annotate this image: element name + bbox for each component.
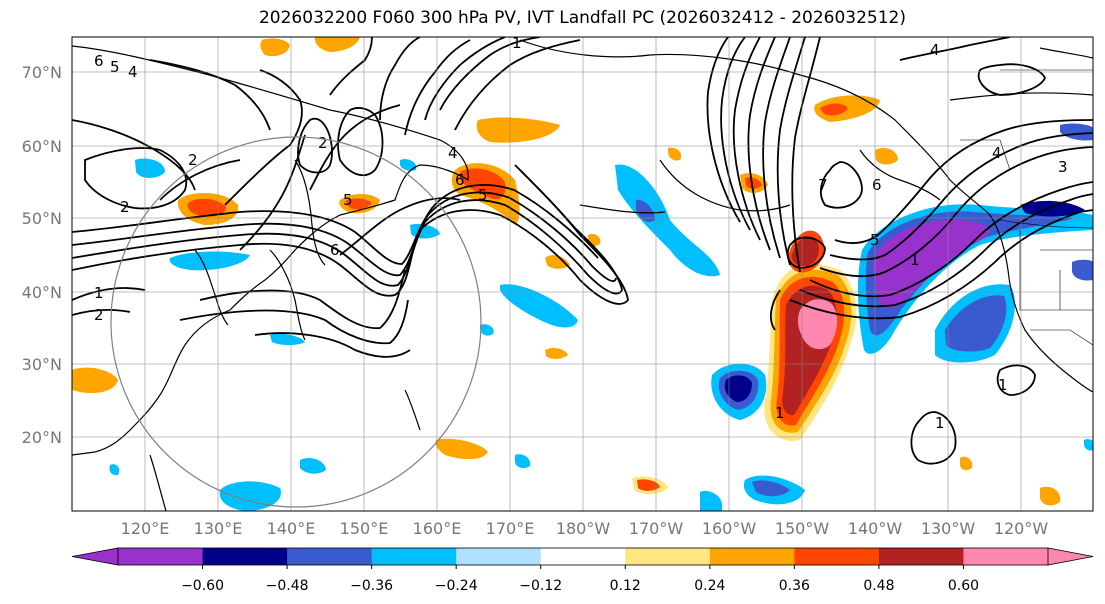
colorbar-tick-label: 0.48 (863, 578, 894, 594)
plot-frame (71, 36, 1094, 512)
contour-label-5-japan: 5 (343, 191, 353, 209)
colorbar-tick-label: −0.48 (266, 578, 309, 594)
lat-label-40n: 40°N (22, 283, 62, 302)
contour-label-6-west: 6 (94, 52, 104, 70)
contour-label-2-sw: 2 (120, 198, 130, 216)
colorbar-swatch (371, 548, 457, 565)
lon-label-170w: 170°W (629, 519, 684, 538)
positive-shading (72, 37, 1061, 506)
colorbar-tick-label: 0.24 (694, 578, 725, 594)
colorbar-tick-label: 0.60 (948, 578, 979, 594)
lon-label-140e: 140°E (267, 519, 316, 538)
lon-label-120e: 120°E (121, 519, 170, 538)
colorbar-tick-label: 0.36 (779, 578, 810, 594)
colorbar-frame (117, 547, 1049, 566)
colorbar-swatch (118, 548, 204, 565)
colorbar-swatch (625, 548, 711, 565)
contour-label-5-west: 5 (110, 58, 120, 76)
colorbar-swatch (287, 548, 373, 565)
contour-label-1-baja: 1 (998, 376, 1008, 394)
colorbar-swatch (878, 548, 964, 565)
contour-label-2-north: 2 (318, 134, 328, 152)
lon-label-130w: 130°W (921, 519, 976, 538)
colorbar-extend-low (71, 547, 119, 566)
colorbar-ticks: −0.60 −0.48 −0.36 −0.24 −0.12 0.12 0.24 0.36 0.4… (181, 565, 979, 594)
lon-label-160e: 160°E (413, 519, 462, 538)
colorbar (71, 547, 1094, 566)
coastlines (72, 39, 1093, 511)
contour-label-3-canada: 3 (1058, 158, 1068, 176)
range-circle (110, 136, 482, 508)
colorbar-tick-label: −0.36 (350, 578, 393, 594)
colorbar-swatch (540, 548, 626, 565)
colorbar-swatch (202, 548, 288, 565)
contour-label-7-east: 7 (818, 176, 828, 194)
lon-label-120w: 120°W (994, 519, 1049, 538)
colorbar-swatch (709, 548, 795, 565)
latitude-labels: 70°N 60°N 50°N 40°N 30°N 20°N (22, 63, 62, 447)
lat-label-70n: 70°N (22, 63, 62, 82)
lon-label-160w: 160°W (702, 519, 757, 538)
lon-label-150e: 150°E (340, 519, 389, 538)
colorbar-extend-high (1047, 547, 1094, 566)
lon-label-130e: 130°E (194, 519, 243, 538)
lon-label-150w: 150°W (775, 519, 830, 538)
contour-label-1-south: 1 (775, 404, 785, 422)
contour-label-4-arctic: 4 (930, 41, 940, 59)
lon-label-140w: 140°W (848, 519, 903, 538)
lat-label-30n: 30°N (22, 355, 62, 374)
colorbar-swatch (963, 548, 1049, 565)
longitude-labels: 120°E 130°E 140°E 150°E 160°E 170°E 180°… (121, 519, 1049, 538)
contour-label-4-canada: 4 (992, 144, 1002, 162)
map-title: 2026032200 F060 300 hPa PV, IVT Landfall… (258, 8, 906, 28)
negative-shading (109, 123, 1093, 511)
colorbar-swatch (456, 548, 542, 565)
contour-label-1-korea: 1 (94, 284, 104, 302)
contour-label-1-north: 1 (512, 34, 522, 52)
lat-label-50n: 50°N (22, 209, 62, 228)
colorbar-tick-label: 0.12 (610, 578, 641, 594)
colorbar-swatch (794, 548, 880, 565)
contour-label-1-hawaii: 1 (935, 414, 945, 432)
lon-label-170e: 170°E (486, 519, 535, 538)
contour-label-1-east: 1 (910, 251, 920, 269)
contour-label-6-east: 6 (872, 176, 882, 194)
contour-label-2-west: 2 (188, 151, 198, 169)
pv-contours (72, 37, 1093, 465)
colorbar-tick-label: −0.12 (519, 578, 562, 594)
lat-label-60n: 60°N (22, 137, 62, 156)
contour-label-2-korea: 2 (94, 306, 104, 324)
colorbar-tick-label: −0.60 (181, 578, 224, 594)
contour-label-5-center: 5 (478, 186, 488, 204)
gridlines (72, 37, 1093, 511)
contour-label-6-japan: 6 (330, 241, 340, 259)
contour-label-6-center: 6 (455, 171, 465, 189)
contour-label-4-center: 4 (448, 144, 458, 162)
colorbar-tick-label: −0.24 (435, 578, 478, 594)
lon-label-180w: 180°W (556, 519, 611, 538)
lat-label-20n: 20°N (22, 428, 62, 447)
